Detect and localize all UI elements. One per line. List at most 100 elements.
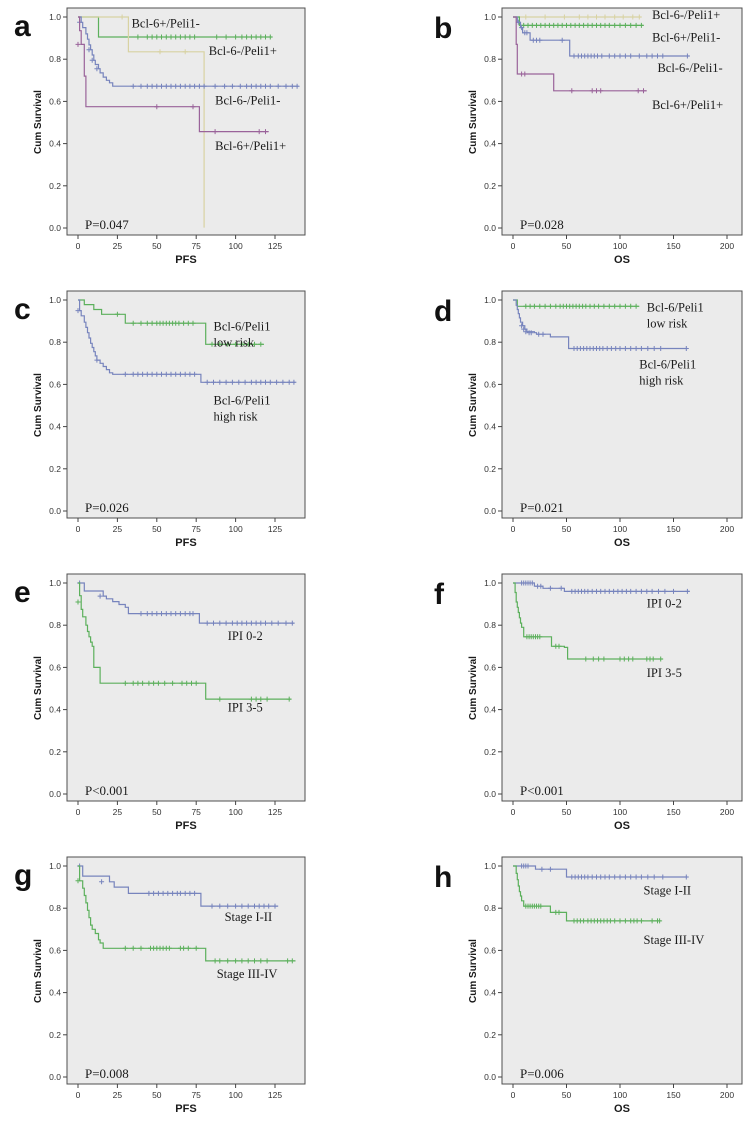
x-tick-label: 0 xyxy=(511,524,516,534)
plot-area xyxy=(501,290,743,519)
y-axis-title: Cum Survival xyxy=(468,656,479,720)
x-tick-label: 75 xyxy=(191,524,201,534)
panel-h: h 0.0 0.2 0.4 0.6 0.8 1.0 0 50 100 150 200 Cum Surv… xyxy=(374,849,748,1132)
y-tick-label: 0.8 xyxy=(484,903,496,913)
x-tick-label: 125 xyxy=(268,1090,282,1100)
series-line-green xyxy=(78,865,296,962)
x-tick-label: 100 xyxy=(613,524,627,534)
y-axis-title: Cum Survival xyxy=(468,939,479,1003)
x-tick-label: 125 xyxy=(268,241,282,251)
x-axis-title: OS xyxy=(614,254,630,266)
curve-label: Bcl-6-/Peli1+ xyxy=(209,44,277,58)
panel-letter-b: b xyxy=(434,12,453,45)
x-axis-title: OS xyxy=(614,820,630,832)
panel-letter-c: c xyxy=(14,293,31,326)
x-tick-label: 100 xyxy=(229,807,243,817)
series-line-green xyxy=(513,582,663,660)
y-axis-title: Cum Survival xyxy=(33,373,44,437)
x-tick-label: 75 xyxy=(191,241,201,251)
x-tick-label: 100 xyxy=(613,807,627,817)
series-line-blue xyxy=(513,582,690,592)
x-tick-label: 75 xyxy=(191,807,201,817)
y-tick-label: 0.0 xyxy=(49,223,61,233)
censor-marks-green xyxy=(114,311,264,347)
curve-label: Bcl-6+/Peli1- xyxy=(132,17,200,31)
y-tick-label: 0.6 xyxy=(49,662,61,672)
y-tick-label: 0.0 xyxy=(484,789,496,799)
curve-label: Bcl-6/Peli1 low risk xyxy=(647,301,704,331)
y-tick-label: 0.6 xyxy=(484,96,496,106)
p-value-label: P=0.026 xyxy=(85,500,129,515)
series-line-blue xyxy=(78,16,299,87)
plot-area xyxy=(501,7,743,236)
panel-c: c 0.0 0.2 0.4 0.6 0.8 1.0 0 25 50 75 100 125 Cum Sur… xyxy=(0,283,374,566)
plot-area xyxy=(501,573,743,802)
curve-label: Stage III-IV xyxy=(217,967,278,981)
censor-marks-green xyxy=(524,634,664,662)
curve-label: IPI 3-5 xyxy=(228,701,263,715)
y-tick-label: 1.0 xyxy=(49,12,61,22)
x-tick-label: 50 xyxy=(562,524,572,534)
curve-label: Stage I-II xyxy=(225,910,273,924)
curve-label: IPI 0-2 xyxy=(647,596,682,610)
panel-letter-d: d xyxy=(434,295,453,328)
series-line-blue xyxy=(78,299,296,383)
curve-label: Bcl-6+/Peli1- xyxy=(652,30,720,44)
series-line-blue xyxy=(78,582,294,624)
curve-label: Bcl-6-/Peli1+ xyxy=(652,8,720,22)
curve-label: Bcl-6/Peli1 low risk xyxy=(214,320,271,350)
x-tick-label: 200 xyxy=(720,524,734,534)
y-tick-label: 0.6 xyxy=(484,662,496,672)
x-tick-label: 125 xyxy=(268,807,282,817)
y-axis-title: Cum Survival xyxy=(33,939,44,1003)
x-tick-label: 50 xyxy=(562,1090,572,1100)
y-tick-label: 0.2 xyxy=(484,181,496,191)
y-tick-label: 1.0 xyxy=(484,12,496,22)
y-tick-label: 0.6 xyxy=(49,96,61,106)
censor-marks-purple xyxy=(75,41,268,135)
censor-marks-green xyxy=(523,303,639,309)
panel-letter-e: e xyxy=(14,576,31,609)
y-tick-label: 0.8 xyxy=(484,54,496,64)
p-value-label: P=0.021 xyxy=(520,500,564,515)
curve-label: IPI 3-5 xyxy=(647,666,682,680)
y-tick-label: 0.0 xyxy=(49,789,61,799)
km-chart-b: 0.0 0.2 0.4 0.6 0.8 1.0 0 50 100 150 200 Cum Surviv… xyxy=(468,7,743,266)
x-axis-title: PFS xyxy=(175,537,196,549)
series-line-green xyxy=(78,582,291,700)
series-line-blue xyxy=(78,865,279,907)
y-tick-label: 0.2 xyxy=(49,1030,61,1040)
y-tick-label: 0.6 xyxy=(49,379,61,389)
y-tick-label: 0.8 xyxy=(49,54,61,64)
y-tick-label: 0.8 xyxy=(484,620,496,630)
x-tick-label: 75 xyxy=(191,1090,201,1100)
km-chart-d: 0.0 0.2 0.4 0.6 0.8 1.0 0 50 100 150 200 Cum Surviv… xyxy=(468,290,743,549)
x-tick-label: 100 xyxy=(613,1090,627,1100)
curve-label: Bcl-6/Peli1 high risk xyxy=(214,393,271,423)
y-tick-label: 0.2 xyxy=(49,181,61,191)
censor-marks-green xyxy=(523,903,663,924)
plot-area xyxy=(66,7,306,236)
panel-letter-a: a xyxy=(14,10,31,43)
km-chart-a: 0.0 0.2 0.4 0.6 0.8 1.0 0 25 50 75 100 125 Cum Survi… xyxy=(33,7,306,266)
x-tick-label: 50 xyxy=(562,241,572,251)
series-line-green xyxy=(513,865,661,922)
km-chart-f: 0.0 0.2 0.4 0.6 0.8 1.0 0 50 100 150 200 Cum Surviv… xyxy=(468,573,743,832)
y-tick-label: 1.0 xyxy=(49,861,61,871)
censor-marks-tan xyxy=(119,14,188,55)
y-tick-label: 0.0 xyxy=(49,1072,61,1082)
y-tick-label: 1.0 xyxy=(484,861,496,871)
x-tick-label: 0 xyxy=(76,241,81,251)
y-tick-label: 0.6 xyxy=(49,945,61,955)
curve-label: Stage I-II xyxy=(644,883,692,897)
y-tick-label: 0.0 xyxy=(49,506,61,516)
x-tick-label: 25 xyxy=(113,524,123,534)
x-tick-label: 0 xyxy=(511,807,516,817)
censor-marks-blue xyxy=(75,308,297,385)
x-tick-label: 150 xyxy=(666,524,680,534)
y-axis-title: Cum Survival xyxy=(468,373,479,437)
y-tick-label: 1.0 xyxy=(484,578,496,588)
plot-area xyxy=(66,290,306,519)
y-tick-label: 0.4 xyxy=(49,705,61,715)
